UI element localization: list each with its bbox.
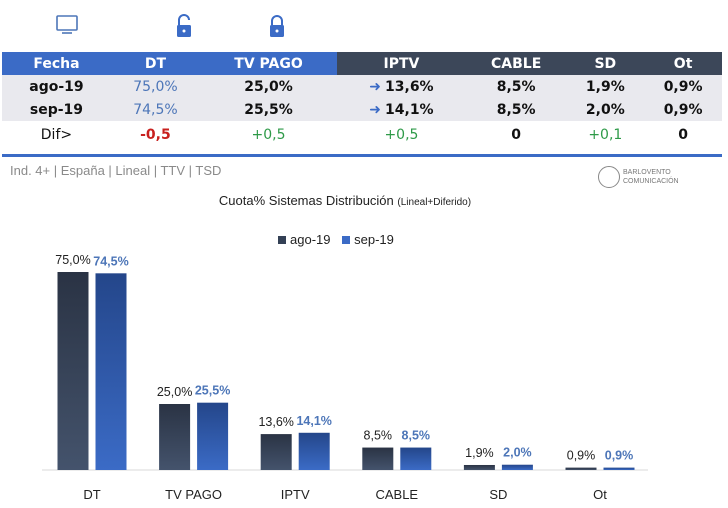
data-label: 74,5% bbox=[93, 254, 128, 268]
cell: 2,0% bbox=[566, 98, 645, 121]
x-tick-label: CABLE bbox=[375, 487, 418, 502]
data-label: 0,9% bbox=[605, 449, 634, 463]
data-label: 0,9% bbox=[567, 449, 596, 463]
data-label: 1,9% bbox=[465, 446, 494, 460]
table-row-dif: Dif> -0,5 +0,5 +0,5 0 +0,1 0 bbox=[2, 121, 722, 149]
cell: sep-19 bbox=[2, 98, 111, 121]
cell: 75,0% bbox=[110, 75, 200, 98]
cell: 0 bbox=[511, 127, 522, 143]
cell: ➜ 14,1% bbox=[337, 98, 466, 121]
cell: Dif> bbox=[40, 127, 73, 143]
bar-sep-19-TV PAGO bbox=[197, 402, 229, 470]
data-label: 25,0% bbox=[157, 385, 192, 399]
data-label: 75,0% bbox=[55, 253, 90, 267]
data-label: 14,1% bbox=[296, 414, 331, 428]
lock-open-icon bbox=[177, 14, 191, 37]
logo: BARLOVENTO COMUNICACIÓN bbox=[598, 166, 679, 188]
bar-ago-19-TV PAGO bbox=[159, 404, 191, 470]
table-header: Fecha DT TV PAGO IPTV CABLE SD Ot bbox=[2, 52, 722, 75]
data-label: 25,5% bbox=[195, 384, 230, 398]
bar-sep-19-SD bbox=[501, 464, 533, 470]
data-label: 13,6% bbox=[258, 415, 293, 429]
arrow-right-icon: ➜ bbox=[369, 78, 382, 95]
legend-swatch-ago bbox=[278, 236, 286, 244]
data-label: 8,5% bbox=[402, 429, 431, 443]
logo-icon bbox=[598, 166, 620, 188]
x-tick-label: IPTV bbox=[281, 487, 310, 502]
legend-label-ago: ago-19 bbox=[290, 232, 331, 247]
header-ot: Ot bbox=[644, 52, 722, 75]
header-tvpago: TV PAGO bbox=[199, 52, 338, 75]
table-row: ago-19 75,0% 25,0% ➜ 13,6% 8,5% 1,9% 0,9% bbox=[2, 75, 722, 98]
cell: 25,0% bbox=[199, 75, 338, 98]
cell: 74,5% bbox=[110, 98, 200, 121]
bar-sep-19-IPTV bbox=[298, 432, 330, 470]
cell: 0 bbox=[678, 127, 688, 143]
cell: 8,5% bbox=[465, 75, 567, 98]
legend-label-sep: sep-19 bbox=[354, 232, 394, 247]
legend: ago-19 sep-19 bbox=[278, 232, 394, 247]
cell: +0,5 bbox=[384, 127, 419, 143]
table-bottom-line bbox=[2, 154, 722, 157]
cell: ago-19 bbox=[2, 75, 111, 98]
data-label: 2,0% bbox=[503, 446, 532, 460]
header-iptv: IPTV bbox=[337, 52, 466, 75]
bar-sep-19-Ot bbox=[603, 467, 635, 470]
bar-ago-19-Ot bbox=[565, 467, 597, 470]
chart-title: Cuota% Sistemas Distribución (Lineal+Dif… bbox=[0, 193, 690, 208]
cell: -0,5 bbox=[140, 127, 171, 143]
bar-ago-19-SD bbox=[463, 464, 495, 470]
bar-ago-19-DT bbox=[57, 272, 89, 470]
bar-sep-19-DT bbox=[95, 273, 127, 470]
subtitle: Ind. 4+ | España | Lineal | TTV | TSD bbox=[10, 163, 222, 178]
x-tick-label: Ot bbox=[593, 487, 607, 502]
chart-title-note: (Lineal+Diferido) bbox=[397, 197, 472, 208]
cell: 0,9% bbox=[644, 98, 722, 121]
bar-ago-19-CABLE bbox=[362, 447, 394, 470]
header-sd: SD bbox=[566, 52, 645, 75]
x-tick-label: TV PAGO bbox=[165, 487, 222, 502]
legend-swatch-sep bbox=[342, 236, 351, 244]
cell-value: 13,6% bbox=[385, 78, 434, 95]
header-cable: CABLE bbox=[465, 52, 567, 75]
cell: ➜ 13,6% bbox=[337, 75, 466, 98]
lock-icon bbox=[270, 15, 284, 37]
data-label: 8,5% bbox=[364, 429, 393, 443]
bar-ago-19-IPTV bbox=[260, 434, 292, 470]
x-tick-label: SD bbox=[489, 487, 507, 502]
arrow-right-icon: ➜ bbox=[369, 101, 382, 118]
cell-value: 14,1% bbox=[385, 101, 434, 118]
bar-sep-19-CABLE bbox=[400, 447, 432, 470]
header-dt: DT bbox=[110, 52, 200, 75]
cell: 1,9% bbox=[566, 75, 645, 98]
chart-title-text: Cuota% Sistemas Distribución bbox=[218, 193, 394, 208]
table-row: sep-19 74,5% 25,5% ➜ 14,1% 8,5% 2,0% 0,9% bbox=[2, 98, 722, 121]
header-fecha: Fecha bbox=[2, 52, 111, 75]
cell: +0,1 bbox=[588, 127, 623, 143]
cell: 8,5% bbox=[465, 98, 567, 121]
cell: 0,9% bbox=[644, 75, 722, 98]
data-table: Fecha DT TV PAGO IPTV CABLE SD Ot ago-19… bbox=[2, 52, 722, 149]
cell: +0,5 bbox=[251, 127, 286, 143]
monitor-icon bbox=[56, 15, 78, 34]
cell: 25,5% bbox=[199, 98, 338, 121]
x-tick-label: DT bbox=[83, 487, 100, 502]
